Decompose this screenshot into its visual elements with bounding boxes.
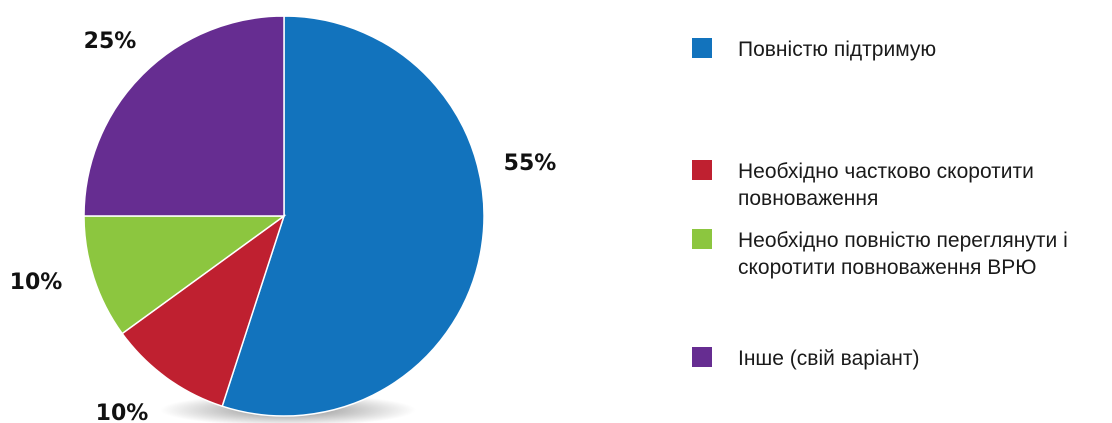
pie-slice-4 <box>83 15 285 217</box>
pie-slices <box>83 15 485 417</box>
pie-value-label-2: 10% <box>96 401 149 423</box>
legend-swatch <box>692 160 712 180</box>
legend-swatch <box>692 38 712 58</box>
pie-slice-2 <box>121 214 286 408</box>
legend-swatch <box>692 347 712 367</box>
legend-label: Інше (свій варіант) <box>738 347 920 370</box>
legend-label: Необхідно частково скоротити повноваженн… <box>738 160 1034 210</box>
pie-slice-1 <box>221 15 485 417</box>
pie-value-label-3: 10% <box>10 270 63 295</box>
pie-slice-3 <box>83 215 287 335</box>
legend-label: Необхідно повністю переглянути і скороти… <box>738 229 1068 279</box>
pie-value-label-1: 55% <box>504 151 557 176</box>
pie-value-labels: 55% 10% 10% 25% <box>10 29 557 423</box>
legend-swatch <box>692 229 712 249</box>
pie-value-label-4: 25% <box>84 29 137 54</box>
legend-label: Повністю підтримую <box>738 38 937 61</box>
